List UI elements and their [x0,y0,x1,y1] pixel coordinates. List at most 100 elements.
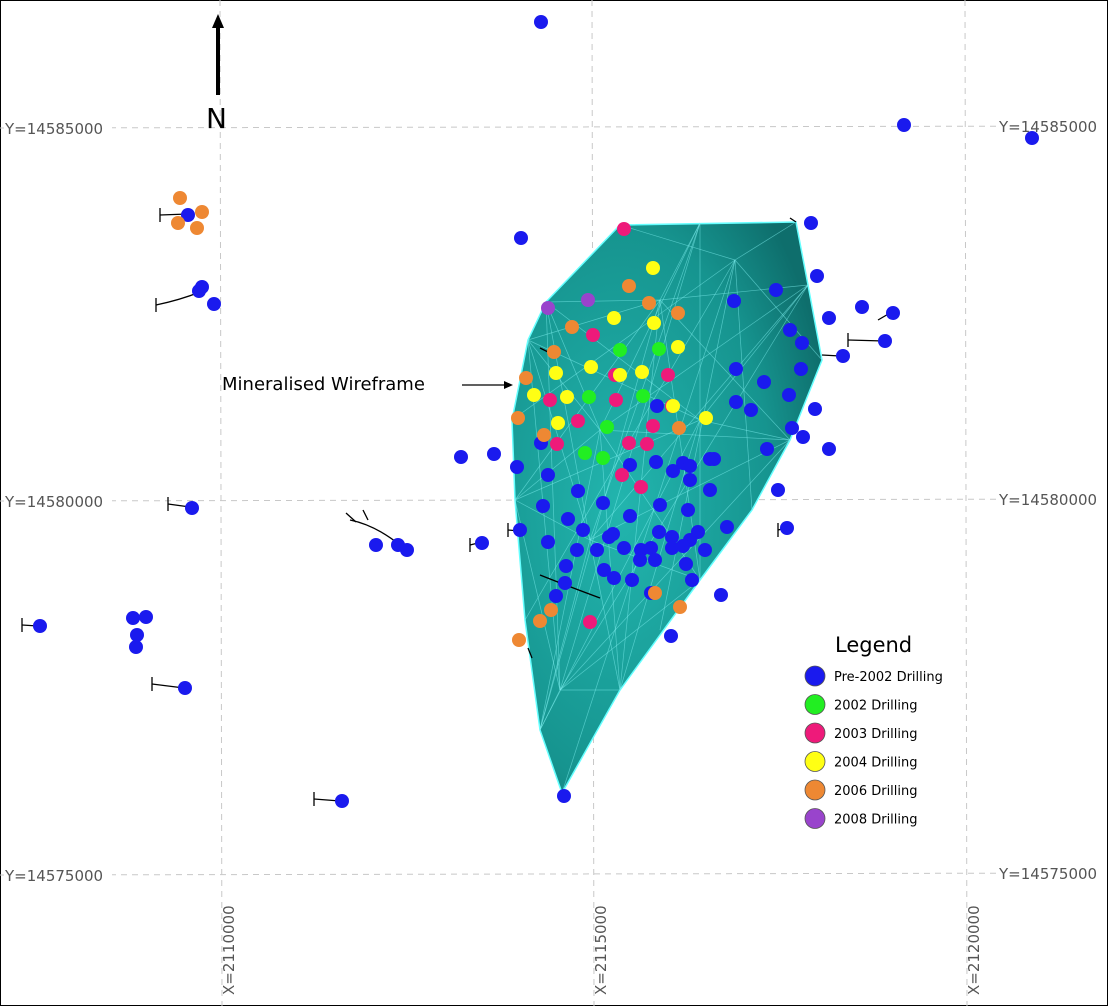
drill-collar [822,442,836,456]
drill-collar [533,614,547,628]
drill-collar [613,343,627,357]
drill-collar [582,390,596,404]
drill-collar [671,340,685,354]
drill-collar [514,231,528,245]
x-label-2115000: X=2115000 [592,905,610,995]
drill-collar [652,342,666,356]
drill-collar [796,430,810,444]
drill-collar [653,498,667,512]
drill-collar [195,205,209,219]
drill-collar [679,557,693,571]
drill-collar [646,261,660,275]
drill-collar [822,311,836,325]
north-arrow: N [206,14,227,135]
x-label-2120000: X=2120000 [965,905,983,995]
drill-collar [622,279,636,293]
drill-collar [622,436,636,450]
drill-collar [808,402,822,416]
legend-item-label: 2003 Drilling [834,727,918,742]
drill-collar [794,362,808,376]
drill-collar [543,393,557,407]
drill-collar [570,543,584,557]
drill-collar [640,437,654,451]
north-arrow-head [212,14,224,28]
north-label: N [206,102,227,135]
drill-collar [590,543,604,557]
drill-collar [600,420,614,434]
drill-collar [207,297,221,311]
legend-item-label: Pre-2002 Drilling [834,670,943,685]
drill-collar [541,301,555,315]
drill-collar [400,543,414,557]
drill-collar [190,221,204,235]
drill-collar [729,395,743,409]
drill-collar [173,191,187,205]
drill-collar [549,366,563,380]
drill-collar [744,403,758,417]
legend-item-label: 2006 Drilling [834,784,918,799]
drill-collar [454,450,468,464]
drill-collar [878,334,892,348]
grid-line-x-2110000 [219,0,223,1006]
drill-collar [559,559,573,573]
drill-collar [550,437,564,451]
drill-collar [581,293,595,307]
drill-collar [139,610,153,624]
grid-labels: Y=14585000 Y=14585000 Y=14580000 Y=14580… [4,117,1106,995]
drill-collar [369,538,383,552]
drill-collar [648,586,662,600]
drill-collar [782,388,796,402]
legend-item-label: 2002 Drilling [834,699,918,714]
drill-collar [652,525,666,539]
drill-collar [650,399,664,413]
drill-collar [512,633,526,647]
grid-line-y-14585000 [0,125,1108,129]
drill-collar [617,222,631,236]
drill-collar [561,512,575,526]
drill-collar [729,362,743,376]
drill-collar [633,553,647,567]
drill-collar [192,284,206,298]
drill-collar [560,390,574,404]
drill-collar [720,520,734,534]
drill-collar [636,389,650,403]
drill-collar [596,496,610,510]
drill-collar [785,421,799,435]
drill-collar [549,589,563,603]
drill-collar [541,468,555,482]
drill-collar [649,455,663,469]
drill-collar [795,336,809,350]
drill-collar [617,541,631,555]
drill-collar [666,464,680,478]
drill-collar [557,789,571,803]
drill-collar [783,323,797,337]
drill-collar [714,588,728,602]
grid-line-y-14575000 [0,872,1108,876]
drill-collar [673,600,687,614]
x-label-2110000: X=2110000 [220,905,238,995]
drill-collar [126,611,140,625]
drill-collar [597,563,611,577]
drill-collar [727,294,741,308]
drill-collar [171,216,185,230]
drill-collar [511,411,525,425]
drill-collar [672,421,686,435]
drill-collar [780,521,794,535]
drill-collar [583,615,597,629]
drill-collar [683,473,697,487]
drill-collar [647,316,661,330]
drill-collar [666,399,680,413]
drill-collar [681,503,695,517]
drill-collar [527,388,541,402]
grid-line-x-2115000 [591,0,595,1006]
y-label-left-14580000: Y=14580000 [4,493,103,511]
legend-swatch [804,779,826,801]
legend: Legend Pre-2002 Drilling 2002 Drilling 200… [804,633,943,829]
drill-collar [664,629,678,643]
drill-collar [665,541,679,555]
wireframe-callout-label: Mineralised Wireframe [222,374,425,395]
legend-title: Legend [835,633,912,657]
drill-collar [130,628,144,642]
drill-collar [635,365,649,379]
